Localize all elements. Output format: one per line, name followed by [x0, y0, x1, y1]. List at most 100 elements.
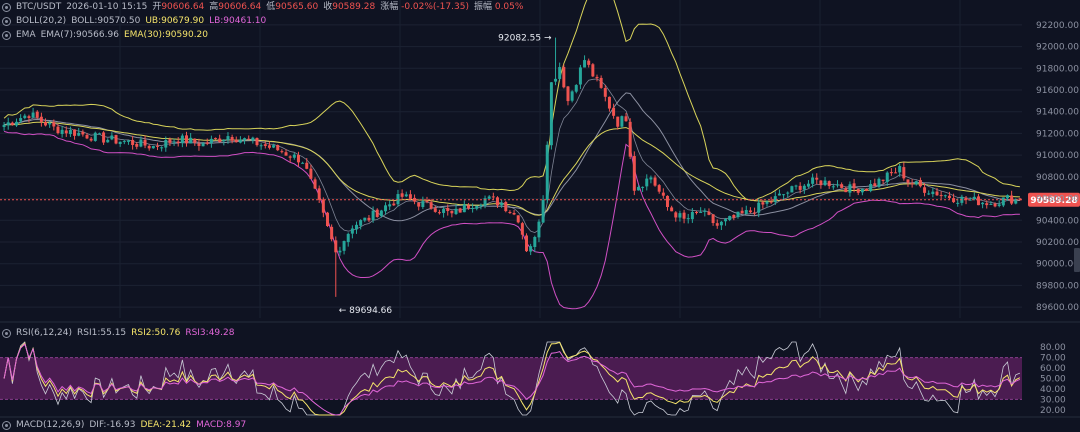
candle-body[interactable] [699, 212, 703, 214]
candle-body[interactable] [334, 240, 338, 253]
candle-body[interactable] [765, 201, 769, 204]
candle-body[interactable] [309, 168, 313, 179]
candle-body[interactable] [632, 156, 636, 191]
candle-body[interactable] [541, 199, 545, 223]
candle-body[interactable] [160, 147, 164, 149]
candle-body[interactable] [126, 140, 130, 142]
candle-body[interactable] [997, 204, 1001, 206]
candle-body[interactable] [168, 139, 172, 143]
candle-body[interactable] [392, 203, 396, 206]
candle-body[interactable] [616, 116, 620, 127]
candle-body[interactable] [52, 122, 56, 127]
candle-body[interactable] [877, 178, 881, 187]
candle-body[interactable] [73, 129, 77, 136]
candle-body[interactable] [583, 60, 587, 68]
candle-body[interactable] [64, 130, 68, 134]
candle-body[interactable] [454, 208, 458, 215]
candle-body[interactable] [504, 202, 508, 212]
candle-body[interactable] [574, 85, 578, 92]
candle-body[interactable] [927, 193, 931, 195]
candle-body[interactable] [881, 179, 885, 181]
candle-body[interactable] [1010, 195, 1014, 204]
candle-body[interactable] [10, 122, 14, 125]
candle-body[interactable] [707, 211, 711, 215]
candle-body[interactable] [512, 212, 516, 215]
candle-body[interactable] [562, 67, 566, 88]
candle-body[interactable] [794, 185, 798, 187]
candle-body[interactable] [840, 184, 844, 188]
candle-body[interactable] [964, 197, 968, 201]
candle-body[interactable] [350, 228, 354, 234]
candle-body[interactable] [869, 184, 873, 192]
candle-body[interactable] [214, 137, 218, 139]
candle-body[interactable] [234, 139, 238, 143]
candle-body[interactable] [856, 188, 860, 193]
candle-body[interactable] [259, 145, 263, 147]
candle-body[interactable] [939, 195, 943, 197]
candle-body[interactable] [798, 185, 802, 190]
candle-body[interactable] [6, 122, 10, 126]
candle-body[interactable] [844, 188, 848, 193]
eye-icon[interactable] [2, 420, 11, 430]
candle-body[interactable] [466, 205, 470, 209]
candle-body[interactable] [500, 202, 504, 206]
candle-body[interactable] [209, 138, 213, 144]
candle-body[interactable] [670, 207, 674, 212]
candle-body[interactable] [384, 205, 388, 212]
candle-body[interactable] [251, 137, 255, 141]
candle-body[interactable] [85, 134, 89, 139]
candle-body[interactable] [682, 212, 686, 219]
candle-body[interactable] [827, 181, 831, 187]
candle-body[interactable] [15, 121, 19, 126]
candle-body[interactable] [1001, 197, 1005, 206]
candle-body[interactable] [641, 186, 645, 188]
candle-body[interactable] [23, 115, 27, 119]
candle-body[interactable] [388, 204, 392, 207]
candle-body[interactable] [968, 199, 972, 201]
candle-body[interactable] [533, 236, 537, 248]
candle-body[interactable] [578, 67, 582, 85]
collapse-handle[interactable] [1074, 248, 1080, 272]
candle-body[interactable] [918, 180, 922, 187]
candle-body[interactable] [566, 86, 570, 102]
candle-body[interactable] [1005, 195, 1009, 199]
candle-body[interactable] [495, 197, 499, 206]
candle-body[interactable] [757, 202, 761, 213]
candle-body[interactable] [935, 191, 939, 196]
candle-body[interactable] [989, 203, 993, 205]
candle-body[interactable] [19, 118, 23, 122]
candle-body[interactable] [649, 177, 653, 180]
candle-body[interactable] [753, 212, 757, 214]
candle-body[interactable] [570, 91, 574, 101]
candle-body[interactable] [48, 122, 52, 125]
candle-body[interactable] [790, 186, 794, 193]
candle-body[interactable] [587, 60, 591, 65]
candle-body[interactable] [296, 154, 300, 163]
candle-body[interactable] [860, 189, 864, 193]
candle-body[interactable] [848, 184, 852, 193]
candle-body[interactable] [636, 186, 640, 191]
candle-body[interactable] [479, 204, 483, 207]
candle-body[interactable] [931, 191, 935, 195]
candle-body[interactable] [222, 139, 226, 142]
candle-body[interactable] [852, 183, 856, 189]
candle-body[interactable] [151, 145, 155, 149]
candle-body[interactable] [155, 145, 159, 147]
candle-body[interactable] [77, 132, 81, 136]
candle-body[interactable] [363, 217, 367, 221]
candle-body[interactable] [624, 116, 628, 122]
candle-body[interactable] [97, 133, 101, 135]
candle-body[interactable] [529, 246, 533, 252]
candle-body[interactable] [292, 154, 296, 158]
candle-body[interactable] [678, 213, 682, 218]
candle-body[interactable] [902, 167, 906, 179]
candle-body[interactable] [976, 196, 980, 206]
candle-body[interactable] [375, 209, 379, 217]
candle-body[interactable] [620, 116, 624, 127]
candle-body[interactable] [815, 177, 819, 180]
candle-body[interactable] [110, 135, 114, 140]
candle-body[interactable] [238, 139, 242, 143]
candle-body[interactable] [205, 142, 209, 144]
candle-body[interactable] [674, 212, 678, 218]
candle-body[interactable] [404, 194, 408, 197]
